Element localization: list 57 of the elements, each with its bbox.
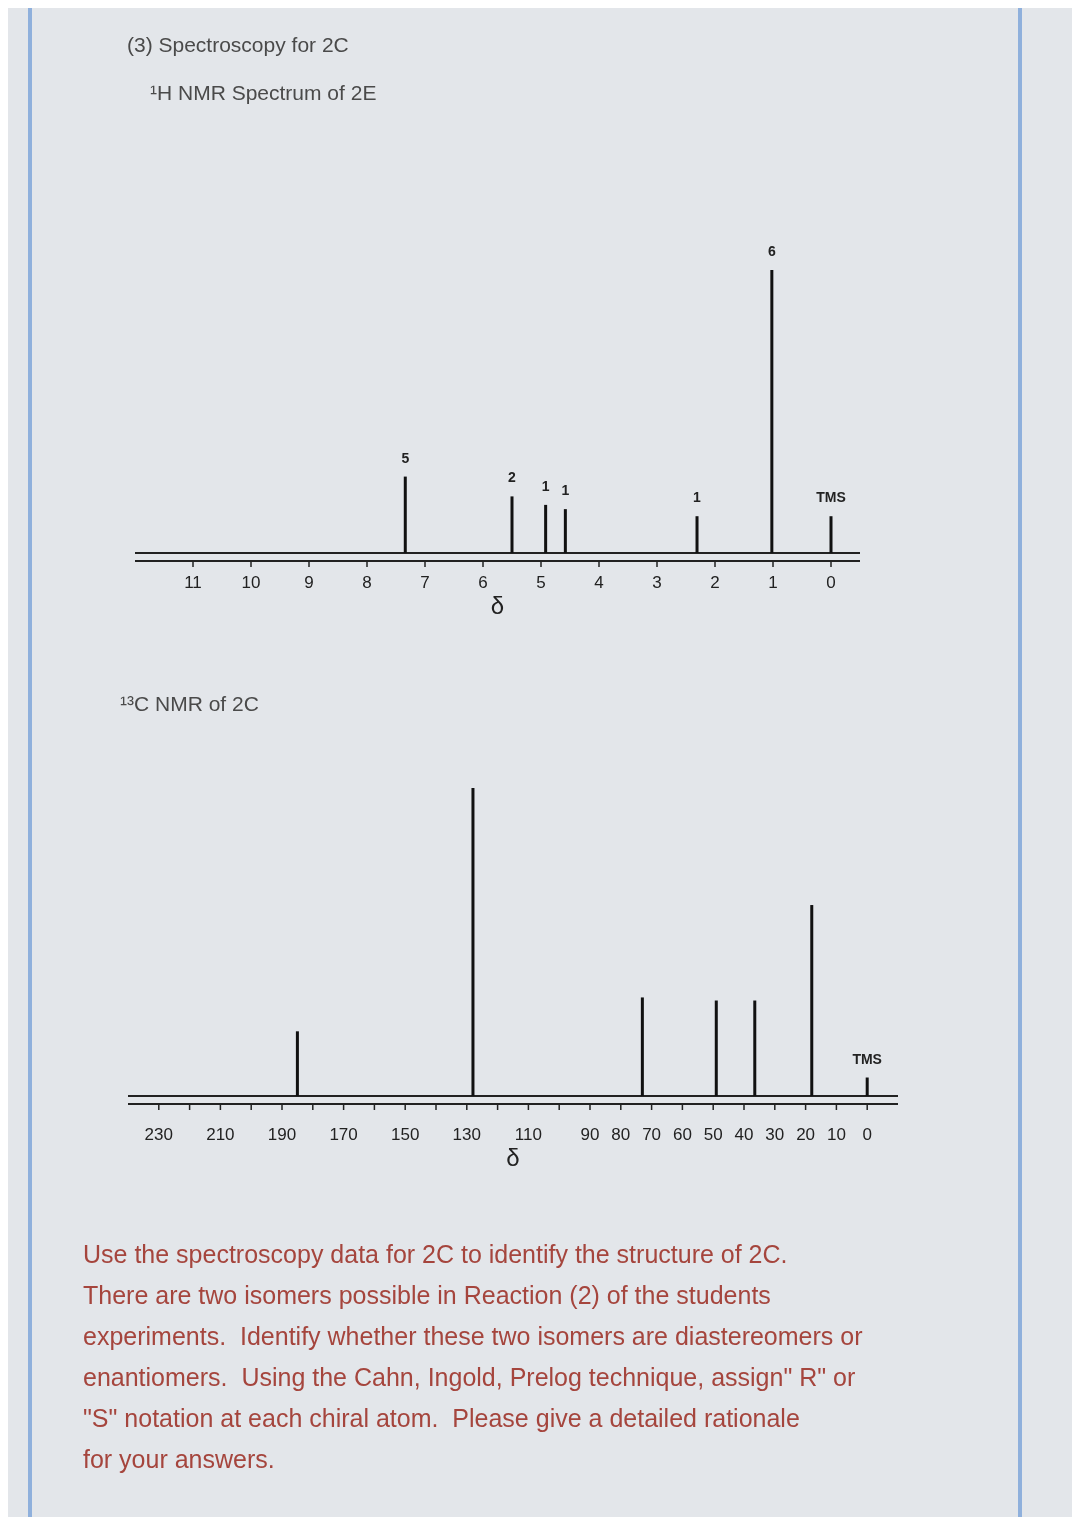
bar	[829, 516, 833, 553]
x-tick-label: 8	[362, 573, 372, 592]
x-tick-label: 0	[862, 1125, 872, 1144]
x-tick-label: 30	[765, 1125, 785, 1144]
x-tick-label: 230	[144, 1125, 173, 1144]
annotation: 5	[401, 449, 410, 466]
annotation: TMS	[816, 489, 846, 506]
annotation: 1	[541, 477, 550, 494]
x-axis-title: δ	[490, 592, 505, 619]
x-tick-label: 6	[478, 573, 488, 592]
x-tick-label: 4	[594, 573, 604, 592]
x-tick-label: 2	[710, 573, 720, 592]
bar	[640, 997, 644, 1096]
x-tick-label: 150	[391, 1125, 420, 1144]
chart-title: (3) Spectroscopy for 2C	[127, 33, 349, 56]
x-tick-label: 3	[652, 573, 662, 592]
annotation: 6	[767, 243, 776, 259]
annotation: 1	[693, 489, 702, 506]
text: Use the spectroscopy data for 2C to identify the structure of 2C. There are two isomers possible in Reaction (2) of the students experiments. Identify whether these two isomers are diastereomers or enantiomers. Using the Cahn, Ingold, Prelog technique, assign" R" or "S" notation at each chiral atom. Please give a detailed rationale for your answers.	[83, 1240, 863, 1473]
bar	[753, 1000, 757, 1096]
bar	[865, 1077, 869, 1096]
x-tick-label: 170	[329, 1125, 358, 1144]
x-tick-label: 190	[267, 1125, 297, 1144]
bar	[510, 496, 514, 553]
bar	[770, 270, 774, 553]
annotation: 2	[508, 469, 517, 486]
bar	[810, 905, 814, 1096]
bar	[471, 788, 475, 1096]
chart-subtitle: ¹H NMR Spectrum of 2E	[150, 81, 377, 104]
x-tick-label: 110	[514, 1125, 542, 1144]
bar	[295, 1031, 299, 1096]
annotation: 1	[561, 482, 570, 499]
x-tick-label: 1	[768, 573, 778, 592]
x-tick-label: 20	[796, 1125, 816, 1144]
x-tick-label: 10	[241, 573, 261, 592]
bar	[403, 476, 407, 553]
chart-title: ¹³C NMR of 2C	[120, 692, 259, 715]
bar	[544, 504, 548, 553]
x-tick-label: 5	[536, 573, 546, 592]
x-tick-label: 130	[452, 1125, 481, 1144]
bar	[563, 509, 567, 553]
x-tick-label: 80	[611, 1125, 631, 1144]
x-axis-title: δ	[506, 1144, 520, 1171]
x-tick-label: 60	[672, 1125, 692, 1144]
x-tick-label: 50	[703, 1125, 723, 1144]
annotation: TMS	[852, 1050, 882, 1067]
x-tick-label: 70	[642, 1125, 662, 1144]
x-tick-label: 90	[580, 1125, 600, 1144]
bar	[695, 516, 699, 553]
bar	[714, 1000, 718, 1096]
x-tick-label: 10	[826, 1125, 846, 1144]
x-tick-label: 11	[184, 573, 202, 592]
x-tick-label: 9	[304, 573, 314, 592]
x-tick-label: 210	[206, 1125, 235, 1144]
x-tick-label: 40	[734, 1125, 754, 1144]
x-tick-label: 0	[826, 573, 836, 592]
x-tick-label: 7	[420, 573, 430, 592]
